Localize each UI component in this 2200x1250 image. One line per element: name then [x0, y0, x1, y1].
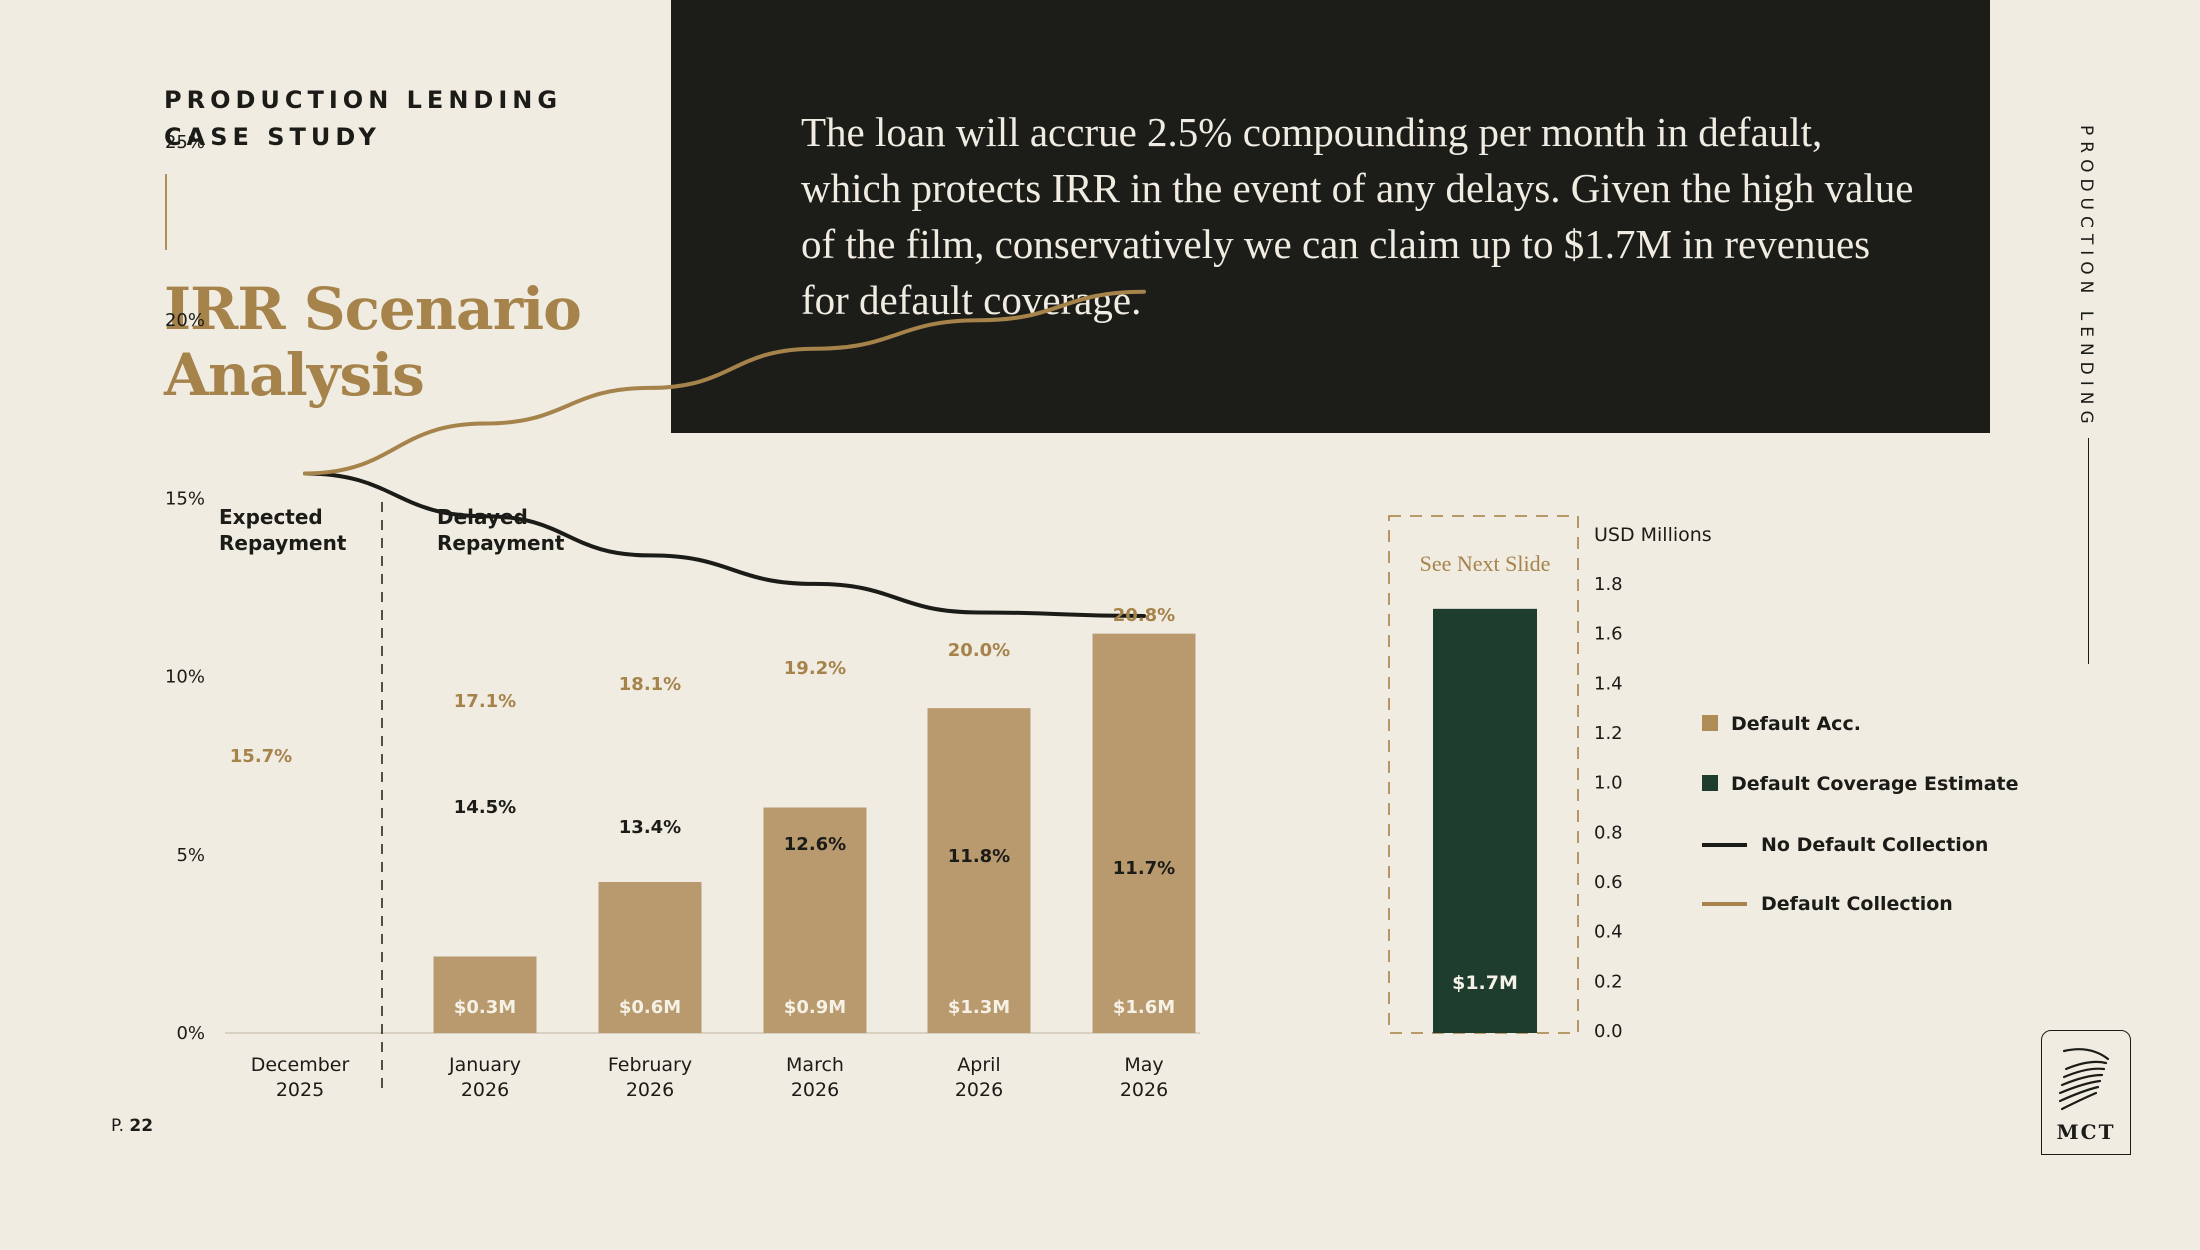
line-label-no-default: 11.8% — [948, 846, 1010, 867]
line-label-default-collection: 19.2% — [784, 658, 846, 679]
y-tick-label-right: 1.2 — [1594, 723, 1623, 744]
see-next-slide-note: See Next Slide — [1420, 551, 1551, 576]
bar-value-label: $0.9M — [784, 997, 846, 1018]
mct-logo: MCT — [2041, 1030, 2131, 1155]
y-tick-label-left: 5% — [176, 845, 205, 866]
logo-text: MCT — [2056, 1120, 2116, 1144]
accent-rule — [165, 174, 167, 250]
bar-default-coverage — [1433, 608, 1537, 1033]
line-default-collection — [303, 289, 1146, 476]
line-label-default-collection: 20.0% — [948, 640, 1010, 661]
x-tick-label: December — [251, 1054, 350, 1076]
x-tick-label: 2025 — [276, 1079, 324, 1101]
line-label-default-collection: 17.1% — [454, 691, 516, 712]
eyebrow-line-2: CASE STUDY — [164, 123, 381, 151]
x-tick-label: February — [608, 1054, 692, 1076]
page-title: IRR Scenario Analysis — [164, 275, 582, 409]
line-no-default-collection — [303, 471, 1146, 619]
bar-default-acc — [433, 956, 537, 1033]
x-tick-label: 2026 — [955, 1079, 1003, 1101]
y-tick-label-right: 1.0 — [1594, 773, 1623, 794]
section-label-expected: Expected — [219, 505, 323, 529]
line-label-no-default: 14.5% — [454, 797, 516, 818]
page-number: P. 22 — [111, 1116, 153, 1136]
right-axis-title: USD Millions — [1594, 524, 1712, 546]
y-tick-label-right: 0.4 — [1594, 922, 1623, 943]
page-title-line-1: IRR Scenario — [164, 275, 582, 343]
page-title-line-2: Analysis — [164, 341, 425, 409]
page-number-value: 22 — [129, 1116, 154, 1136]
x-tick-label: 2026 — [461, 1079, 509, 1101]
bar-value-label: $0.6M — [619, 997, 681, 1018]
eyebrow: PRODUCTION LENDING CASE STUDY — [164, 82, 562, 156]
section-label-expected: Repayment — [219, 531, 347, 555]
y-tick-label-right: 0.6 — [1594, 872, 1623, 893]
section-label-delayed: Repayment — [437, 531, 565, 555]
eyebrow-line-1: PRODUCTION LENDING — [164, 86, 563, 114]
legend-label: No Default Collection — [1761, 834, 1988, 856]
side-label: PRODUCTION LENDING — [2076, 125, 2096, 430]
y-tick-label-right: 1.6 — [1594, 624, 1623, 645]
y-tick-label-right: 1.8 — [1594, 574, 1623, 595]
x-tick-label: April — [957, 1054, 1000, 1076]
coverage-value-label: $1.7M — [1452, 972, 1518, 994]
line-label-no-default: 11.7% — [1113, 858, 1175, 879]
x-tick-label: March — [786, 1054, 844, 1076]
bar-default-acc — [598, 882, 702, 1033]
legend-label: Default Collection — [1761, 893, 1953, 915]
legend-swatch — [1702, 715, 1718, 731]
x-tick-label: 2026 — [626, 1079, 674, 1101]
line-label-no-default: 13.4% — [619, 817, 681, 838]
line-label-default-collection: 20.8% — [1113, 605, 1175, 626]
x-tick-label: January — [448, 1054, 521, 1076]
bar-default-acc — [927, 708, 1031, 1033]
line-label-no-default: 12.6% — [784, 834, 846, 855]
legend-label: Default Coverage Estimate — [1731, 773, 2019, 795]
y-tick-label-left: 25% — [165, 132, 205, 153]
y-tick-label-left: 0% — [176, 1023, 205, 1044]
y-tick-label-right: 0.8 — [1594, 822, 1623, 843]
bar-default-acc — [1092, 633, 1196, 1033]
bar-value-label: $1.6M — [1113, 997, 1175, 1018]
x-tick-label: 2026 — [791, 1079, 839, 1101]
side-rule — [2088, 438, 2089, 664]
y-tick-label-right: 0.0 — [1594, 1021, 1623, 1042]
bar-value-label: $0.3M — [454, 997, 516, 1018]
y-tick-label-left: 15% — [165, 488, 205, 509]
quote-panel: The loan will accrue 2.5% compounding pe… — [671, 0, 1990, 433]
bar-value-label: $1.3M — [948, 997, 1010, 1018]
legend-swatch — [1702, 775, 1718, 791]
logo-mark-icon — [2058, 1048, 2110, 1111]
x-tick-label: May — [1124, 1054, 1163, 1076]
page-prefix: P. — [111, 1116, 125, 1136]
line-label-default-collection: 15.7% — [230, 746, 292, 767]
quote-text: The loan will accrue 2.5% compounding pe… — [801, 109, 1914, 323]
legend-label: Default Acc. — [1731, 713, 1861, 735]
x-tick-label: 2026 — [1120, 1079, 1168, 1101]
line-label-default-collection: 18.1% — [619, 674, 681, 695]
bar-default-acc — [763, 807, 867, 1033]
y-tick-label-right: 1.4 — [1594, 673, 1623, 694]
y-tick-label-left: 20% — [165, 310, 205, 331]
y-tick-label-right: 0.2 — [1594, 971, 1623, 992]
y-tick-label-left: 10% — [165, 667, 205, 688]
